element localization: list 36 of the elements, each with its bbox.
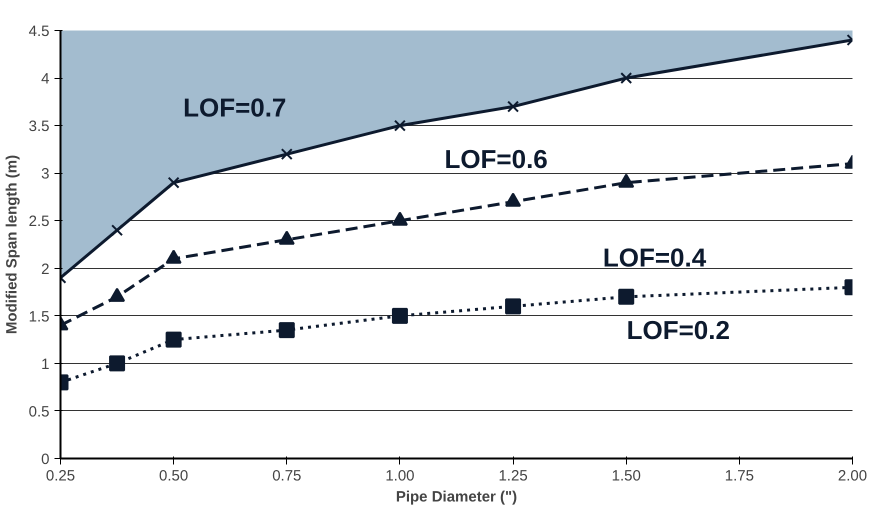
x-tick-label: 2.00 [838,468,868,484]
y-tick-label: 4 [41,70,50,88]
x-tick-label: 1.50 [612,468,641,484]
y-tick-label: 2.5 [28,213,50,230]
x-tick-label: 1.00 [385,468,415,484]
x-axis-title: Pipe Diameter (") [396,488,518,506]
y-tick-label: 0 [41,451,50,468]
point [620,72,632,84]
y-tick-label: 0.5 [28,403,50,420]
x-tick-label: 0.75 [272,468,302,484]
point [109,355,126,372]
point [111,224,124,236]
y-tick-label: 1 [41,356,50,373]
point [505,298,522,314]
point [166,332,182,348]
y-axis-title: Modified Span length (m) [4,154,21,334]
x-tick-label: 0.25 [46,468,76,484]
y-tick-label: 1.5 [28,308,50,326]
x-tick-label: 0.50 [159,468,188,484]
point [278,322,295,338]
y-tick-label: 2 [41,260,50,278]
annotation: LOF=0.2 [626,315,730,346]
point [507,100,520,113]
point [618,288,634,305]
point [168,176,180,189]
y-tick-label: 4.5 [28,23,50,40]
y-tick-label: 3 [41,166,50,183]
x-tick-label: 1.25 [498,468,528,484]
point [280,148,293,160]
annotation: LOF=0.7 [183,92,286,123]
x-tick-label: 1.75 [724,468,754,484]
y-tick-label: 3.5 [28,118,50,136]
annotation: LOF=0.4 [602,242,707,272]
point [392,308,408,324]
point [394,120,406,132]
annotation: LOF=0.6 [444,144,548,174]
